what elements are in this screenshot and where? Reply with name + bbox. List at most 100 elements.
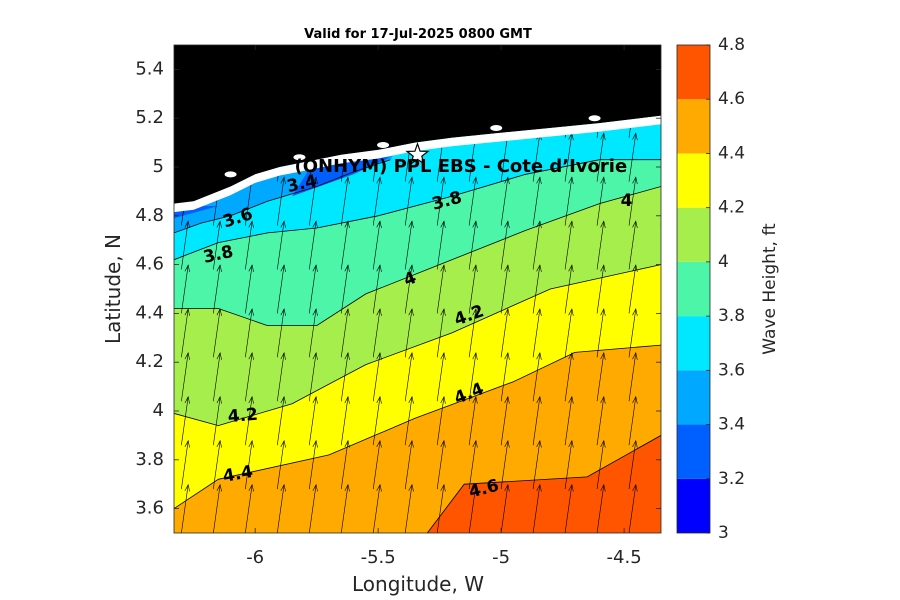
station-label: (ONHYM) PPL EBS - Cote d’Ivorie [295, 156, 628, 177]
wave-arrow [628, 264, 638, 314]
contour-label: 4 [621, 191, 633, 211]
wave-arrow [532, 264, 542, 314]
wave-arrow [404, 220, 414, 270]
wave-arrow [277, 308, 286, 358]
wave-arrow [468, 352, 478, 402]
wave-arrow [500, 176, 510, 226]
wave-arrow [500, 220, 510, 270]
wave-arrow [628, 132, 638, 182]
colorbar-tick-label: 4.4 [718, 143, 745, 163]
wave-arrow [277, 220, 286, 270]
wave-arrow [213, 439, 222, 490]
wave-arrow [500, 483, 510, 533]
contour-region-3-6 [174, 118, 661, 533]
colorbar-tick-label: 4 [718, 252, 729, 272]
wave-arrow [564, 395, 574, 446]
wave-arrow [628, 483, 638, 533]
wave-arrow [340, 308, 350, 358]
colorbar: 3 3.2 3.4 3.6 3.8 4 4.2 4.4 4.6 4.8 [676, 35, 745, 543]
y-tick-label: 3.6 [135, 498, 164, 519]
wave-arrow [372, 395, 382, 446]
wave-arrow [340, 264, 350, 314]
wave-arrow [436, 308, 446, 358]
wave-arrow [564, 352, 574, 402]
wave-arrow [468, 264, 478, 314]
wave-arrow [596, 264, 606, 314]
contour-line-layer [174, 159, 661, 533]
wave-arrow [404, 176, 414, 226]
wave-arrow [308, 176, 318, 226]
wave-arrow [596, 483, 606, 533]
colorbar-tick-label: 3.8 [718, 306, 745, 326]
land-mask [174, 45, 661, 213]
contour-label: 4.2 [227, 405, 259, 428]
colorbar-swatch [677, 478, 710, 533]
y-tick-label: 4.2 [135, 351, 164, 372]
wave-arrow [532, 439, 542, 490]
wave-arrow [245, 220, 254, 270]
colorbar-tick-label: 3.2 [718, 469, 745, 489]
x-tick-label: -6 [246, 547, 264, 568]
wave-arrow [404, 264, 414, 314]
wave-arrow [308, 220, 318, 270]
wave-arrow [660, 179, 661, 182]
wave-arrow [532, 483, 542, 533]
colorbar-tick-label: 4.6 [718, 89, 745, 109]
colorbar-tick-label: 4.2 [718, 198, 745, 218]
wave-arrow [564, 176, 574, 226]
wave-arrow [436, 395, 446, 446]
x-tick-label: -5.5 [361, 547, 396, 568]
wave-arrow [596, 352, 606, 402]
coast-islet [377, 142, 390, 149]
wave-arrow [181, 439, 190, 490]
colorbar-swatch [677, 153, 710, 208]
contour-line-3-8 [174, 159, 661, 261]
colorbar-tick-label: 3 [718, 523, 729, 543]
wave-arrow [436, 176, 446, 226]
wave-arrow [340, 395, 350, 446]
y-tick-label: 4 [153, 400, 164, 421]
wave-arrow [372, 308, 382, 358]
wave-arrow [181, 352, 190, 402]
wave-arrow [436, 439, 446, 490]
coast-islet [293, 154, 306, 161]
wave-arrow [213, 308, 222, 358]
wave-arrow [564, 308, 574, 358]
x-axis-ticks: -6 -5.5 -5 -4.5 [246, 45, 642, 568]
wave-arrow [372, 483, 382, 533]
chart-title: Valid for 17-Jul-2025 0800 GMT [304, 27, 532, 42]
y-tick-label: 4.8 [135, 205, 164, 226]
y-tick-label: 4.4 [135, 302, 164, 323]
wave-arrow [372, 176, 382, 226]
wave-arrow [181, 395, 190, 446]
colorbar-swatch [677, 370, 710, 425]
colorbar-swatch [677, 45, 710, 100]
wave-arrow [660, 135, 661, 138]
wave-arrow [372, 439, 382, 490]
colorbar-swatch [677, 424, 710, 479]
wave-arrow [372, 220, 382, 270]
wave-arrow [532, 308, 542, 358]
wave-arrow [628, 395, 638, 446]
x-tick-label: -4.5 [607, 547, 642, 568]
wave-arrow [245, 395, 254, 446]
y-axis-label: Latitude, N [101, 234, 125, 344]
wave-arrow [532, 220, 542, 270]
wave-arrow [181, 308, 190, 358]
wave-arrow [308, 352, 318, 402]
colorbar-tick-label: 3.6 [718, 360, 745, 380]
wave-arrow [564, 264, 574, 314]
wave-arrow [277, 483, 286, 533]
wave-arrow [245, 308, 254, 358]
wave-arrow [213, 395, 222, 446]
wave-arrow [436, 220, 446, 270]
wave-arrow [436, 483, 446, 533]
wave-arrow [213, 220, 222, 270]
wave-arrow [468, 439, 478, 490]
wave-arrow [660, 486, 661, 490]
wave-arrow [245, 352, 254, 402]
wave-arrow [660, 443, 661, 446]
contour-line-4-2 [174, 264, 661, 427]
wave-arrow [277, 395, 286, 446]
